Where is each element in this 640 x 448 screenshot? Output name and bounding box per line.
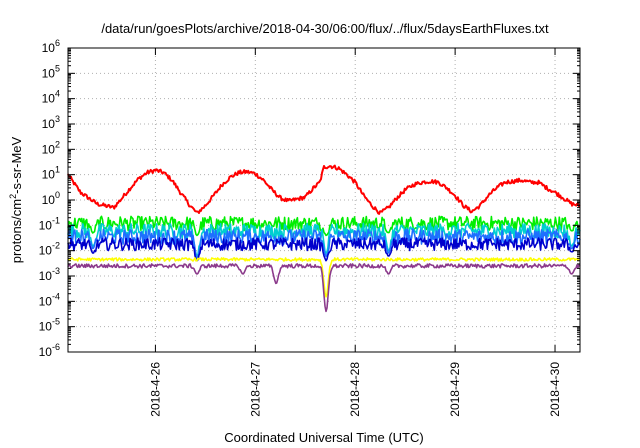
y-tick-label: 10-2	[39, 241, 60, 258]
x-tick-label: 2018-4-27	[248, 362, 262, 417]
x-tick-label: 2018-4-26	[148, 362, 162, 417]
y-tick-label: 100	[42, 190, 60, 207]
y-tick-label: 104	[42, 89, 60, 106]
y-tick-label: 103	[42, 114, 60, 131]
y-tick-label: 10-6	[39, 342, 60, 359]
y-tick-label: 106	[42, 38, 60, 55]
series-line	[67, 215, 581, 237]
y-axis-label: protons/cm2-s-sr-MeV	[8, 136, 24, 263]
series-layer	[67, 164, 581, 313]
y-tick-label: 10-1	[39, 215, 60, 232]
y-tick-label: 10-4	[39, 291, 60, 308]
y-tick-label: 105	[42, 63, 60, 80]
y-tick-label: 10-5	[39, 317, 60, 334]
x-tick-label: 2018-4-30	[548, 362, 562, 417]
series-line	[67, 263, 581, 313]
x-tick-label: 2018-4-28	[348, 362, 362, 417]
series-line	[67, 237, 581, 262]
chart-title: /data/run/goesPlots/archive/2018-04-30/0…	[101, 21, 549, 36]
y-axis: 10-6 10-5 10-4 10-3 10-2 10-1 100 101 102 103 104 1…	[39, 38, 580, 359]
x-axis-label: Coordinated Universal Time (UTC)	[224, 430, 423, 445]
series-line	[67, 222, 581, 258]
x-tick-label: 2018-4-29	[448, 362, 462, 417]
series-line	[67, 164, 581, 215]
x-axis: 2018-4-26 2018-4-27 2018-4-28 2018-4-29 2018…	[148, 48, 562, 417]
y-tick-label: 102	[42, 139, 60, 156]
series-line	[67, 257, 581, 298]
y-tick-label: 10-3	[39, 266, 60, 283]
y-tick-label: 101	[42, 165, 60, 182]
grid	[68, 48, 580, 352]
series-line	[67, 228, 581, 260]
